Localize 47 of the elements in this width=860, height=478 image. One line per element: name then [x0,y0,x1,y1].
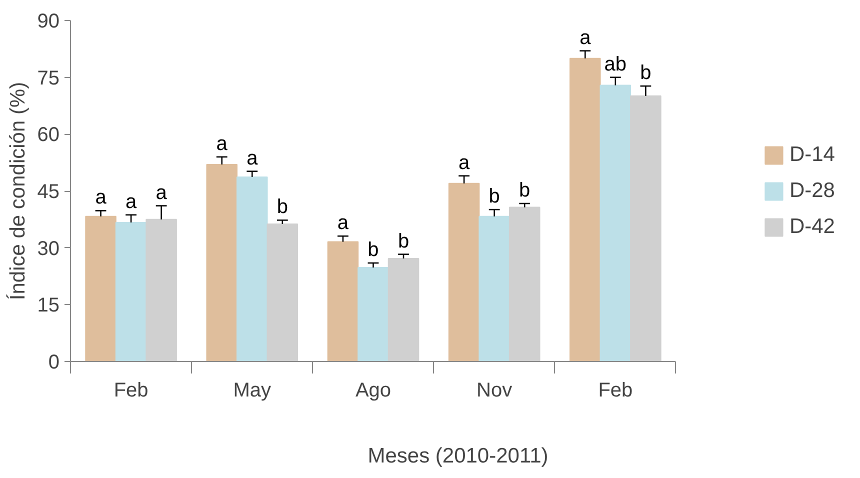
x-tick-label: Feb [598,380,633,402]
legend-label: D-14 [789,142,835,166]
legend-label: D-28 [789,178,835,202]
data-label: ab [604,53,627,76]
bar [448,182,480,362]
y-axis-title: Índice de condición (%) [5,82,30,300]
data-label: a [95,186,108,209]
x-axis-title: Meses (2010-2011) [368,444,548,468]
y-tick-label: 45 [37,181,60,203]
data-label: b [276,196,288,218]
bar [570,58,601,362]
y-tick-label: 90 [37,10,60,32]
data-label: a [125,190,138,213]
y-tick-label: 60 [37,124,60,146]
bar [388,258,420,362]
y-tick-label: 30 [37,238,60,260]
data-label: a [580,26,592,49]
bar [206,164,238,362]
y-tick-label: 15 [37,294,60,317]
data-label: b [488,186,500,208]
data-label: a [156,182,168,204]
bar [478,216,510,362]
data-label: a [216,132,228,155]
bar [630,95,662,362]
bar [600,84,632,362]
x-tick-label: Nov [476,380,512,402]
bar [327,241,359,362]
bar [508,206,540,362]
x-tick-label: Ago [355,380,392,402]
y-tick-label: 0 [48,352,60,374]
bar [236,176,268,362]
bar [115,222,147,362]
data-label: a [337,212,350,234]
y-tick-label: 75 [37,67,60,90]
data-label: a [246,147,259,170]
x-tick-label: Feb [114,380,148,402]
x-tick-label: May [233,380,272,402]
data-label: b [640,62,652,84]
bar [85,216,116,362]
data-label: a [458,152,470,174]
bar [146,218,177,362]
data-label: b [519,180,530,202]
data-label: b [368,238,379,261]
data-label: b [398,230,410,252]
legend-label: D-42 [789,214,835,238]
bar [358,267,389,362]
bar [266,223,298,362]
